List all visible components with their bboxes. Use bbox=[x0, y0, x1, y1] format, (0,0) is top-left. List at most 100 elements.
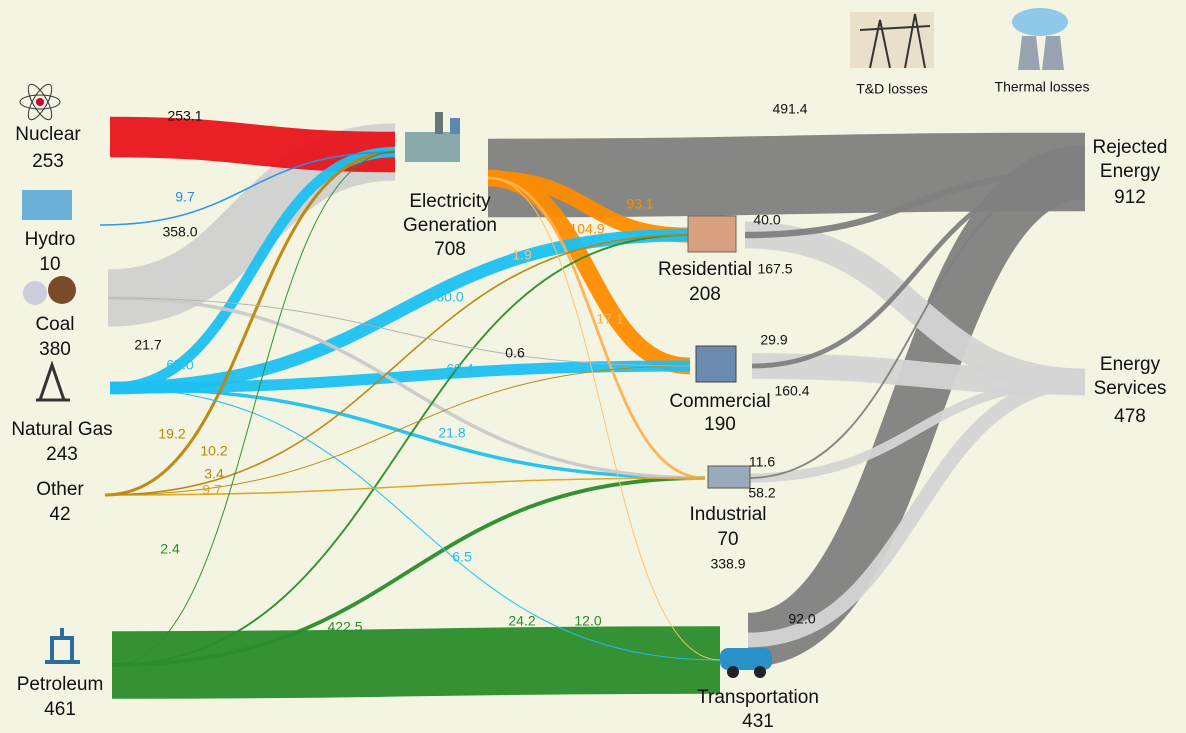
thermal-label: Thermal losses bbox=[995, 79, 1090, 95]
atom-icon bbox=[19, 83, 61, 121]
node-label: Nuclear bbox=[15, 124, 81, 145]
node-label: Electricity Generation bbox=[403, 191, 497, 236]
node-value: 70 bbox=[717, 529, 738, 550]
flow bbox=[111, 626, 721, 699]
flow-label: 167.5 bbox=[757, 261, 792, 277]
flow-label: 358.0 bbox=[162, 224, 197, 240]
factory-icon bbox=[707, 465, 751, 489]
flow-label: 3.4 bbox=[204, 466, 224, 482]
node-label: Other bbox=[36, 479, 84, 500]
flow bbox=[747, 374, 1086, 648]
coal-icon bbox=[23, 276, 76, 305]
flow-label: 21.8 bbox=[438, 425, 465, 441]
node-label: Hydro bbox=[25, 229, 76, 250]
flow-label: 104.9 bbox=[569, 221, 604, 237]
flow bbox=[109, 387, 721, 661]
flow bbox=[99, 151, 396, 226]
car-icon bbox=[720, 648, 772, 678]
flow bbox=[111, 151, 396, 666]
flow-label: 65.0 bbox=[166, 357, 193, 373]
flow-label: 422.5 bbox=[327, 619, 362, 635]
flow-label: 19.2 bbox=[158, 426, 185, 442]
flow-label: 80.0 bbox=[436, 289, 463, 305]
dam-icon bbox=[22, 190, 72, 220]
flow bbox=[487, 132, 1086, 218]
flow-label: 11.6 bbox=[749, 454, 775, 470]
flow bbox=[751, 169, 1086, 369]
flow-label: 21.7 bbox=[134, 337, 161, 353]
flow-label: 92.0 bbox=[788, 611, 815, 627]
flow-label: 491.4 bbox=[772, 101, 807, 117]
node-label: Residential bbox=[658, 259, 752, 280]
node-value: 42 bbox=[49, 504, 70, 525]
node-label: Energy Services bbox=[1094, 354, 1167, 399]
platform-icon bbox=[45, 628, 80, 664]
flow bbox=[107, 296, 706, 480]
node-value: 190 bbox=[704, 414, 736, 435]
flow bbox=[109, 228, 689, 395]
flow bbox=[104, 365, 691, 496]
flow bbox=[111, 234, 689, 666]
flow-label: 6.5 bbox=[452, 549, 472, 565]
links bbox=[99, 116, 1088, 699]
flow bbox=[107, 297, 691, 367]
derrick-icon bbox=[36, 360, 70, 402]
office-icon bbox=[695, 345, 737, 383]
node-value: 431 bbox=[742, 711, 774, 732]
node-label: Industrial bbox=[689, 504, 766, 525]
node-value: 253 bbox=[32, 151, 64, 172]
flow bbox=[487, 176, 706, 480]
node-label: Commercial bbox=[669, 391, 770, 412]
flow bbox=[104, 150, 396, 497]
flow-label: 12.0 bbox=[574, 613, 601, 629]
labels: 253.1 9.7 358.0 21.7 0.6 65.0 80.0 69.4 21.8 6.5 1… bbox=[11, 101, 1167, 732]
node-value: 243 bbox=[46, 444, 78, 465]
plant-icon bbox=[405, 112, 460, 162]
node-value: 10 bbox=[39, 254, 60, 275]
flow-label: 58.2 bbox=[748, 485, 775, 501]
flow bbox=[747, 377, 1086, 483]
flow bbox=[111, 476, 706, 667]
flow bbox=[487, 177, 721, 661]
flow-label: 24.2 bbox=[508, 613, 535, 629]
flow bbox=[109, 146, 396, 394]
thermal-icon bbox=[1012, 8, 1068, 70]
node-label: Natural Gas bbox=[11, 419, 112, 440]
flow-label: 10.2 bbox=[200, 443, 227, 459]
flow bbox=[744, 168, 1086, 239]
td-label: T&D losses bbox=[856, 81, 928, 97]
flow-label: 40.0 bbox=[753, 212, 780, 228]
flow-label: 69.4 bbox=[446, 361, 473, 377]
td-icon bbox=[850, 12, 934, 69]
node-value: 461 bbox=[44, 699, 76, 720]
node-label: Rejected Energy bbox=[1093, 137, 1168, 182]
flow-label: 160.4 bbox=[774, 383, 809, 399]
node-label: Petroleum bbox=[17, 674, 104, 695]
flow-label: 0.6 bbox=[505, 345, 525, 361]
flow-label: 9.7 bbox=[202, 482, 222, 498]
node-value: 208 bbox=[689, 284, 721, 305]
flow bbox=[747, 171, 1086, 479]
flow-label: 93.1 bbox=[626, 196, 653, 212]
flow bbox=[104, 234, 689, 496]
flow bbox=[745, 144, 1088, 668]
node-label: Coal bbox=[35, 314, 74, 335]
node-value: 380 bbox=[39, 339, 71, 360]
flow-label: 17.1 bbox=[596, 311, 623, 327]
flow-label: 1.9 bbox=[512, 247, 532, 263]
node-label: Transportation bbox=[697, 687, 819, 708]
node-value: 478 bbox=[1114, 406, 1146, 427]
flow bbox=[109, 360, 691, 394]
flow-label: 9.7 bbox=[175, 189, 195, 205]
node-value: 708 bbox=[434, 239, 466, 260]
node-value: 912 bbox=[1114, 187, 1146, 208]
flow bbox=[109, 116, 396, 173]
flow-label: 338.9 bbox=[710, 556, 745, 572]
flow-label: 29.9 bbox=[760, 332, 787, 348]
icons: T&D losses Thermal losses bbox=[19, 8, 1090, 678]
flow-label: 2.4 bbox=[160, 541, 180, 557]
flow bbox=[751, 353, 1086, 395]
flow-label: 253.1 bbox=[167, 108, 202, 124]
flow bbox=[104, 477, 706, 496]
